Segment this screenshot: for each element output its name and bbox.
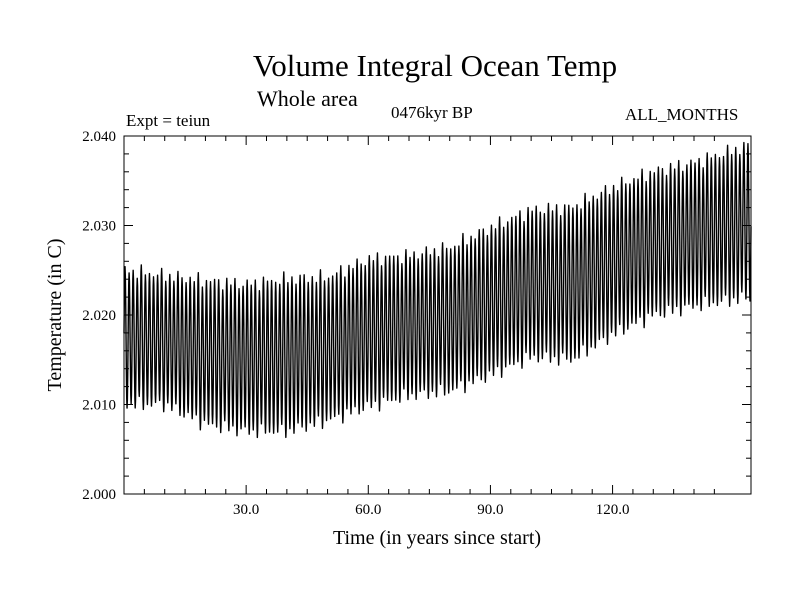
experiment-label: Expt = teiun — [126, 111, 211, 130]
y-tick-label: 2.000 — [82, 487, 116, 503]
x-tick-label: 120.0 — [596, 502, 630, 518]
y-axis-label: Temperature (in C) — [44, 239, 66, 392]
x-tick-label: 60.0 — [355, 502, 381, 518]
period-label: 0476kyr BP — [391, 103, 473, 122]
chart-title: Volume Integral Ocean Temp — [252, 48, 618, 83]
y-axis: 2.000 2.010 2.020 2.030 2.040 — [82, 129, 751, 503]
y-tick-label: 2.020 — [82, 308, 116, 324]
x-axis: 30.0 60.0 90.0 120.0 — [233, 136, 629, 518]
minor-ticks — [124, 136, 751, 494]
x-tick-label: 90.0 — [477, 502, 503, 518]
x-tick-label: 30.0 — [233, 502, 259, 518]
y-tick-label: 2.040 — [82, 129, 116, 145]
series-line — [123, 141, 752, 439]
chart-subtitle: Whole area — [257, 86, 358, 111]
x-axis-label: Time (in years since start) — [333, 527, 541, 549]
y-tick-label: 2.030 — [82, 219, 116, 235]
y-tick-label: 2.010 — [82, 398, 116, 414]
months-label: ALL_MONTHS — [625, 105, 739, 124]
